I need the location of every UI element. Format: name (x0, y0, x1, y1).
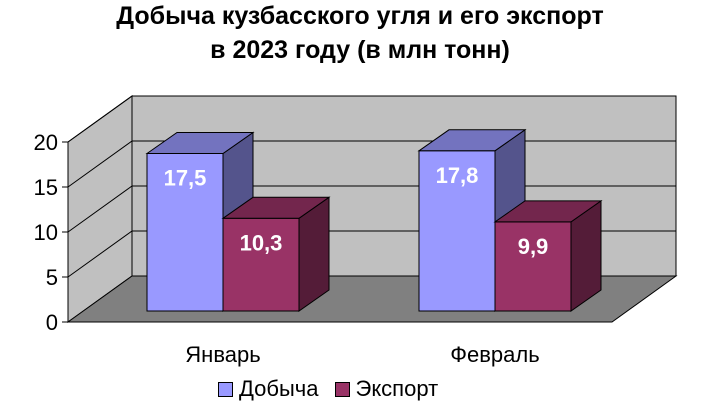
bar-front-1-1 (494, 221, 572, 312)
x-category-label-0: Январь (185, 342, 260, 367)
y-tick-label-1: 5 (46, 265, 58, 290)
y-tick-label-4: 20 (34, 130, 58, 155)
x-category-label-1: Февраль (450, 342, 539, 367)
gridline-4 (67, 95, 676, 143)
bar-front-0-0 (146, 153, 224, 312)
legend-label-eksport: Экспорт (355, 376, 439, 401)
legend-swatch-eksport (334, 381, 350, 397)
bar-top-0-0 (145, 132, 255, 154)
bar-top-0-1 (417, 129, 527, 152)
legend-item-eksport: Экспорт (334, 376, 439, 402)
bar-front-1-0 (222, 217, 300, 312)
y-tick-label-0: 0 (46, 310, 58, 335)
y-tick-label-3: 15 (34, 175, 58, 200)
legend-label-dobycha: Добыча (239, 376, 319, 401)
chart-title-line-1: Добыча кузбасского угля и его экспорт (116, 2, 604, 30)
y-tick-label-2: 10 (34, 220, 58, 245)
legend-swatch-dobycha (218, 381, 233, 397)
data-label-1-1: 9,9 (518, 234, 549, 259)
chart-title-line-2: в 2023 году (в млн тонн) (210, 36, 510, 64)
bar-top-1-1 (493, 200, 603, 223)
legend: Добыча Экспорт (218, 376, 454, 402)
bar-top-1-0 (221, 196, 331, 219)
legend-item-dobycha: Добыча (218, 376, 319, 402)
data-label-0-1: 17,8 (436, 163, 479, 188)
data-label-1-0: 10,3 (240, 230, 283, 255)
data-label-0-0: 17,5 (164, 166, 207, 191)
